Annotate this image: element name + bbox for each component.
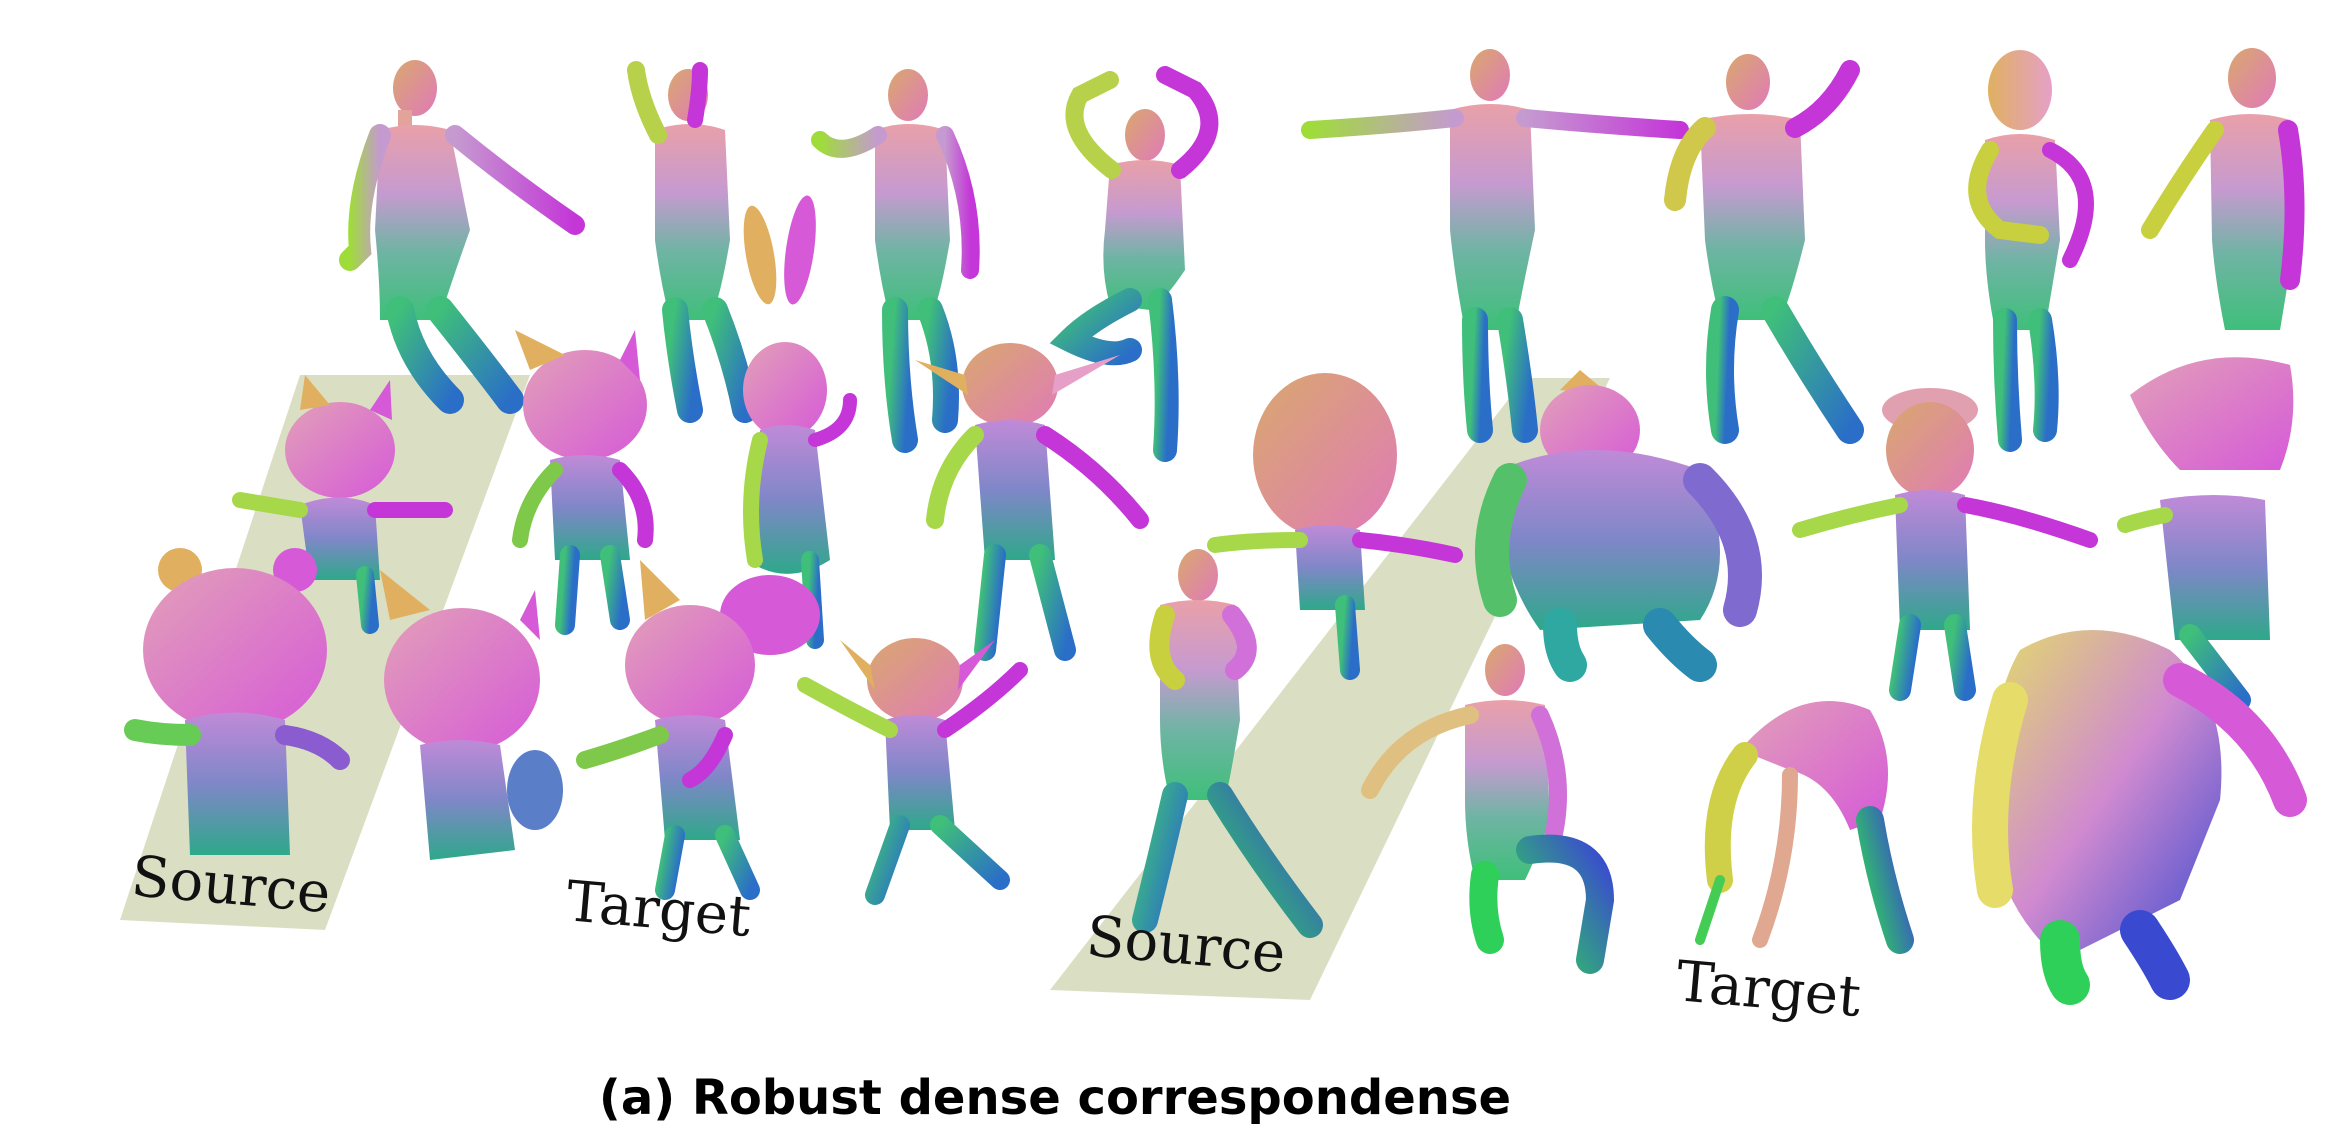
human-muscular xyxy=(1664,54,1864,444)
cartoon-fox-small xyxy=(232,375,453,634)
floor-patch-right xyxy=(1050,378,1610,1000)
human-boy xyxy=(2141,48,2305,330)
big-head-kid xyxy=(1207,373,1463,680)
cap-kid xyxy=(2117,357,2294,711)
cartoon-fox xyxy=(512,330,654,635)
human-crouching xyxy=(1361,644,1615,974)
human-dancing xyxy=(1049,66,1219,462)
label-target-left: Target xyxy=(564,869,754,950)
cartoon-mouse xyxy=(576,560,820,900)
human-waving xyxy=(627,61,758,423)
human-t-pose xyxy=(1301,49,1689,443)
human-walking xyxy=(811,69,980,453)
yoda-creature xyxy=(915,343,1149,661)
cartoon-fox-sitting xyxy=(380,570,563,880)
rhino-warrior xyxy=(1475,370,1762,682)
human-girl xyxy=(1968,50,2094,452)
cartoon-bunny xyxy=(743,195,857,649)
hat-boy xyxy=(1792,388,2098,701)
cartoon-bear xyxy=(124,548,350,855)
figure-caption: (a) Robust dense correspondense xyxy=(598,1070,1512,1126)
human-boxer xyxy=(1132,549,1323,938)
ogre xyxy=(1972,630,2307,1005)
human-standing xyxy=(339,60,585,414)
claw-creature xyxy=(1695,701,1914,954)
goblin xyxy=(797,638,1028,905)
label-target-right: Target xyxy=(1674,949,1864,1030)
